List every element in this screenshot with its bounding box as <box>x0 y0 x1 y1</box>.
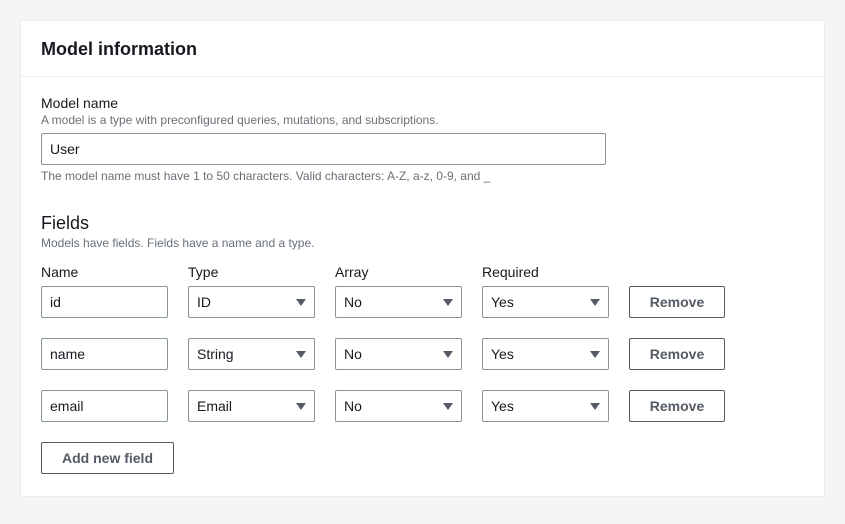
column-header-array: Array <box>335 264 462 280</box>
column-header-action <box>629 264 725 280</box>
field-array-select[interactable]: No <box>335 338 462 370</box>
caret-down-icon <box>590 403 600 410</box>
field-array-value: No <box>344 294 362 310</box>
caret-down-icon <box>590 299 600 306</box>
field-required-value: Yes <box>491 294 514 310</box>
caret-down-icon <box>443 351 453 358</box>
field-array-select[interactable]: No <box>335 390 462 422</box>
caret-down-icon <box>296 351 306 358</box>
field-type-value: String <box>197 346 234 362</box>
remove-field-button[interactable]: Remove <box>629 338 725 370</box>
column-header-name: Name <box>41 264 168 280</box>
field-name-input[interactable] <box>41 338 168 370</box>
field-array-value: No <box>344 346 362 362</box>
panel-body: Model name A model is a type with precon… <box>21 77 824 496</box>
field-array-value: No <box>344 398 362 414</box>
field-type-value: Email <box>197 398 232 414</box>
field-type-value: ID <box>197 294 211 310</box>
column-header-required: Required <box>482 264 609 280</box>
column-header-type: Type <box>188 264 315 280</box>
field-type-select[interactable]: Email <box>188 390 315 422</box>
model-name-input[interactable] <box>41 133 606 165</box>
model-name-description: A model is a type with preconfigured que… <box>41 113 804 127</box>
field-name-input[interactable] <box>41 390 168 422</box>
field-row: String No Yes Remove <box>41 338 804 370</box>
column-headers: Name Type Array Required <box>41 264 804 280</box>
panel-header: Model information <box>21 21 824 77</box>
field-required-value: Yes <box>491 346 514 362</box>
remove-field-button[interactable]: Remove <box>629 286 725 318</box>
field-required-select[interactable]: Yes <box>482 390 609 422</box>
field-required-select[interactable]: Yes <box>482 338 609 370</box>
remove-field-button[interactable]: Remove <box>629 390 725 422</box>
fields-section-title: Fields <box>41 213 804 234</box>
field-row: Email No Yes Remove <box>41 390 804 422</box>
caret-down-icon <box>296 403 306 410</box>
caret-down-icon <box>443 299 453 306</box>
model-name-group: Model name A model is a type with precon… <box>41 95 804 183</box>
field-array-select[interactable]: No <box>335 286 462 318</box>
fields-section-description: Models have fields. Fields have a name a… <box>41 236 804 250</box>
field-type-select[interactable]: ID <box>188 286 315 318</box>
model-info-panel: Model information Model name A model is … <box>20 20 825 497</box>
panel-title: Model information <box>41 39 804 60</box>
field-row: ID No Yes Remove <box>41 286 804 318</box>
caret-down-icon <box>590 351 600 358</box>
caret-down-icon <box>443 403 453 410</box>
add-new-field-button[interactable]: Add new field <box>41 442 174 474</box>
caret-down-icon <box>296 299 306 306</box>
field-required-value: Yes <box>491 398 514 414</box>
field-name-input[interactable] <box>41 286 168 318</box>
model-name-label: Model name <box>41 95 804 111</box>
field-type-select[interactable]: String <box>188 338 315 370</box>
field-required-select[interactable]: Yes <box>482 286 609 318</box>
model-name-hint: The model name must have 1 to 50 charact… <box>41 169 804 183</box>
